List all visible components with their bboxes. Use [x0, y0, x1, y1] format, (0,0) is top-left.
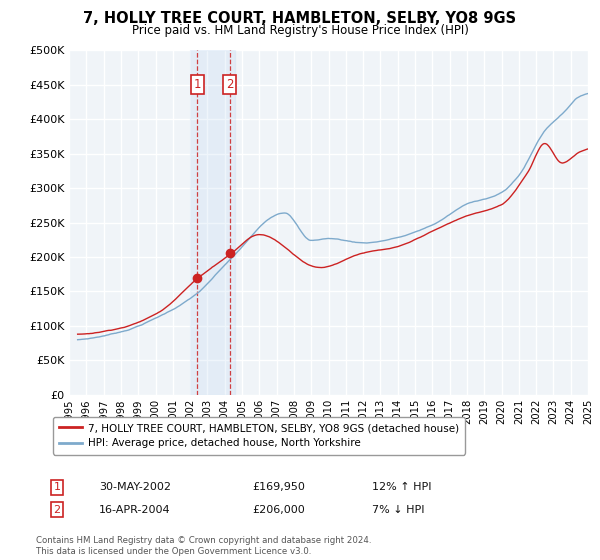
Text: 30-MAY-2002: 30-MAY-2002 [99, 482, 171, 492]
Text: 16-APR-2004: 16-APR-2004 [99, 505, 170, 515]
Text: £169,950: £169,950 [252, 482, 305, 492]
Text: 1: 1 [53, 482, 61, 492]
Legend: 7, HOLLY TREE COURT, HAMBLETON, SELBY, YO8 9GS (detached house), HPI: Average pr: 7, HOLLY TREE COURT, HAMBLETON, SELBY, Y… [53, 417, 465, 455]
Text: £206,000: £206,000 [252, 505, 305, 515]
Text: 2: 2 [226, 78, 233, 91]
Bar [190, 50, 235, 395]
Text: 2: 2 [53, 505, 61, 515]
Text: Contains HM Land Registry data © Crown copyright and database right 2024.
This d: Contains HM Land Registry data © Crown c… [36, 536, 371, 556]
Text: 7% ↓ HPI: 7% ↓ HPI [372, 505, 425, 515]
Text: 12% ↑ HPI: 12% ↑ HPI [372, 482, 431, 492]
Text: 7, HOLLY TREE COURT, HAMBLETON, SELBY, YO8 9GS: 7, HOLLY TREE COURT, HAMBLETON, SELBY, Y… [83, 11, 517, 26]
Text: Price paid vs. HM Land Registry's House Price Index (HPI): Price paid vs. HM Land Registry's House … [131, 24, 469, 36]
Text: 1: 1 [194, 78, 201, 91]
